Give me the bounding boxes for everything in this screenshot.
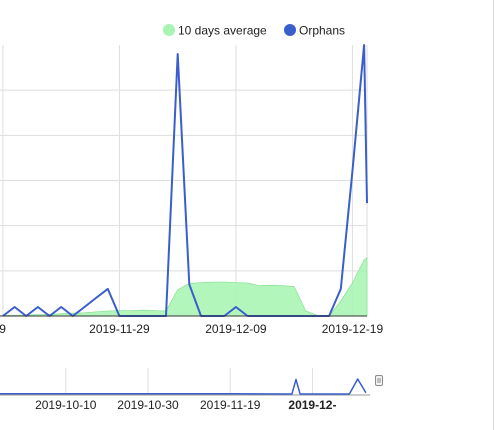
range-handle-icon[interactable] bbox=[375, 375, 383, 386]
x-tick-label: 2019-11-29 bbox=[89, 322, 150, 336]
x-tick-label: 2019-12-09 bbox=[205, 322, 267, 336]
nav-tick-label: 2019-10-30 bbox=[117, 398, 179, 412]
average-area bbox=[2, 256, 368, 317]
legend-item[interactable]: 10 days average bbox=[163, 24, 267, 38]
range-handle-body[interactable] bbox=[375, 375, 383, 386]
legend: 10 days average Orphans bbox=[163, 24, 345, 38]
legend-label: 10 days average bbox=[178, 24, 267, 38]
nav-orphans-line bbox=[0, 378, 367, 395]
nav-tick-label: 2019-10-10 bbox=[35, 398, 97, 412]
legend-swatch bbox=[163, 24, 175, 36]
legend-swatch bbox=[284, 24, 296, 36]
legend-item[interactable]: Orphans bbox=[284, 24, 345, 38]
legend-label: Orphans bbox=[299, 24, 345, 38]
range-navigator[interactable]: 2019-10-10 2019-10-30 2019-11-19 2019-12- bbox=[0, 368, 383, 412]
x-tick-label: 19 bbox=[0, 322, 6, 336]
x-tick-label: 2019-12-19 bbox=[322, 322, 384, 336]
nav-tick-label: 2019-11-19 bbox=[200, 398, 261, 412]
nav-tick-label: 2019-12- bbox=[288, 398, 336, 412]
main-x-axis: 19 2019-11-29 2019-12-09 2019-12-19 bbox=[0, 315, 384, 336]
average-area-layer bbox=[2, 256, 368, 317]
